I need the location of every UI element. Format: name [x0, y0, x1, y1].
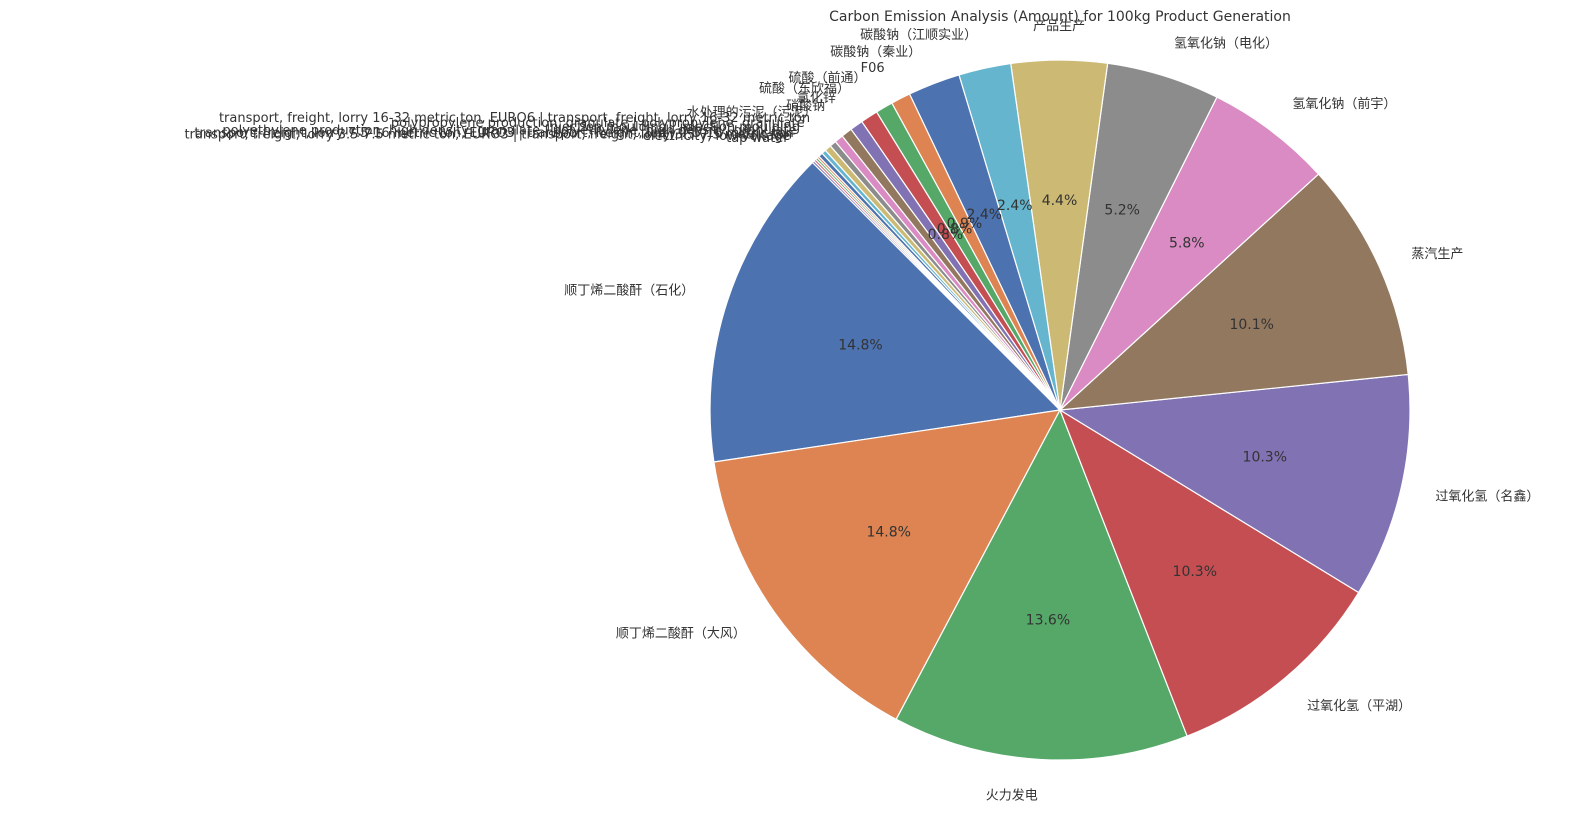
slice-percent-label: 10.3% — [1173, 564, 1217, 580]
slice-label: 碳酸钠（秦业） — [830, 45, 921, 60]
slice-percent-label: 2.4% — [967, 207, 1003, 223]
slice-label: 蒸汽生产 — [1411, 247, 1463, 262]
slice-percent-label: 0.9% — [947, 216, 983, 232]
pie-slice — [1059, 96, 1320, 411]
slice-percent-label: 0.8% — [937, 221, 973, 237]
slice-label: 顺丁烯二酸酐（石化） — [564, 284, 694, 299]
slice-label: 火力发电 — [986, 787, 1038, 803]
slice-label: polypropylene production, granulate | po… — [391, 116, 805, 131]
pie-slice — [895, 408, 1188, 761]
slice-percent-label: 13.6% — [1026, 613, 1070, 629]
slice-percent-label: 14.8% — [866, 524, 910, 540]
slice-label: transport, freight, lorry 16-32 metric t… — [219, 111, 810, 126]
slice-label: transport, freight, lorry 7.5-16 metric … — [194, 126, 793, 141]
slice-percent-label: 5.2% — [1104, 202, 1140, 218]
slice-percent-label: 14.8% — [838, 337, 882, 353]
pie-slice — [709, 161, 1062, 463]
slice-label: polyethylene production, high density, g… — [222, 123, 796, 138]
pie-percent-labels: 14.8% 14.8% 13.6% 10.3% 10.3% 10.1% 5.8% 5.2% 4.… — [838, 193, 1287, 629]
pie-slice — [811, 160, 1061, 411]
slice-label: electricity, low voltage — [643, 129, 791, 144]
slice-label: 碳酸钠（江顺实业） — [860, 28, 977, 43]
slice-percent-label: 2.4% — [997, 198, 1033, 214]
pie-slice — [1058, 173, 1409, 411]
pie-slice — [1058, 408, 1360, 737]
slice-label: transport, freight, lorry 3.5-7.5 metric… — [184, 128, 792, 143]
slice-label: 氢氧化钠（前宇） — [1292, 96, 1396, 112]
slice-label: 氢氧化钠（电化） — [1174, 36, 1278, 51]
slice-label: 产品生产 — [1033, 19, 1085, 34]
slice-percent-label: 5.8% — [1169, 236, 1205, 252]
slice-label: 硫酸（东欣福） — [759, 81, 850, 96]
slice-label: 氯化锌 — [797, 91, 836, 106]
slice-label: 过氧化氢（名鑫） — [1435, 488, 1539, 504]
slice-label: F06 — [861, 61, 885, 76]
slice-percent-label: 4.4% — [1042, 193, 1078, 209]
slice-label: 硫酸（前通） — [788, 70, 866, 86]
slice-label: 过氧化氢（平湖） — [1307, 699, 1411, 714]
pie-slice — [713, 409, 1062, 721]
slice-label: 顺丁烯二酸酐（大风） — [616, 627, 746, 642]
slice-label: tap water — [726, 131, 789, 146]
slice-percent-label: 0.8% — [928, 227, 964, 243]
slice-label: 水处理的污泥（污泥） — [687, 105, 817, 121]
slice-label: injection moulding | injection moulding — [547, 120, 801, 135]
slice-label: 硝酸钠 — [786, 99, 825, 114]
pie-slice — [1058, 373, 1411, 594]
slice-percent-label: 10.3% — [1243, 450, 1287, 466]
pie-slices — [709, 59, 1411, 761]
slice-percent-label: 10.1% — [1229, 317, 1273, 333]
pie-labels: 顺丁烯二酸酐（石化） 顺丁烯二酸酐（大风） 火力发电 过氧化氢（平湖） 过氧化氢（名鑫）… — [184, 19, 1539, 803]
chart-title: Carbon Emission Analysis (Amount) for 10… — [829, 9, 1291, 25]
